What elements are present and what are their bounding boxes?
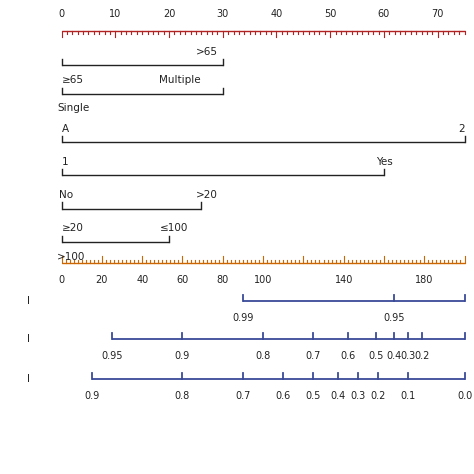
Text: 0.0: 0.0 (457, 391, 472, 401)
Text: 0.9: 0.9 (84, 391, 100, 401)
Text: I: I (27, 374, 30, 384)
Text: 60: 60 (378, 9, 390, 19)
Text: 10: 10 (109, 9, 121, 19)
Text: 0.8: 0.8 (255, 351, 271, 361)
Text: 0.4: 0.4 (386, 351, 401, 361)
Text: 0.2: 0.2 (415, 351, 430, 361)
Text: No: No (59, 190, 73, 200)
Text: 40: 40 (136, 275, 148, 285)
Text: >100: >100 (57, 252, 85, 262)
Text: 0.7: 0.7 (306, 351, 321, 361)
Text: 40: 40 (270, 9, 283, 19)
Text: 80: 80 (217, 275, 229, 285)
Text: 1: 1 (62, 157, 68, 167)
Text: 60: 60 (176, 275, 189, 285)
Text: >65: >65 (196, 47, 218, 57)
Text: 0.2: 0.2 (370, 391, 385, 401)
Text: 0.6: 0.6 (275, 391, 291, 401)
Text: 0.6: 0.6 (340, 351, 356, 361)
Text: 0.95: 0.95 (101, 351, 123, 361)
Text: 100: 100 (254, 275, 272, 285)
Text: 50: 50 (324, 9, 337, 19)
Text: 70: 70 (431, 9, 444, 19)
Text: 0.3: 0.3 (350, 391, 365, 401)
Text: A: A (62, 124, 69, 134)
Text: 0: 0 (59, 275, 64, 285)
Text: 0: 0 (59, 9, 64, 19)
Text: >20: >20 (196, 190, 218, 200)
Text: 30: 30 (217, 9, 229, 19)
Text: 140: 140 (335, 275, 353, 285)
Text: Multiple: Multiple (159, 75, 201, 85)
Text: 180: 180 (415, 275, 433, 285)
Text: 2: 2 (458, 124, 465, 134)
Text: ≥65: ≥65 (62, 75, 83, 85)
Text: ≥20: ≥20 (62, 223, 83, 233)
Text: 0.99: 0.99 (232, 313, 254, 323)
Text: I: I (27, 296, 30, 306)
Text: I: I (27, 334, 30, 344)
Text: 20: 20 (163, 9, 175, 19)
Text: 0.3: 0.3 (401, 351, 416, 361)
Text: 0.8: 0.8 (175, 391, 190, 401)
Text: 0.5: 0.5 (306, 391, 321, 401)
Text: 0.4: 0.4 (330, 391, 345, 401)
Text: Yes: Yes (375, 157, 392, 167)
Text: 0.1: 0.1 (401, 391, 416, 401)
Text: 0.95: 0.95 (383, 313, 405, 323)
Text: Single: Single (57, 103, 89, 113)
Text: 0.7: 0.7 (235, 391, 251, 401)
Text: 0.9: 0.9 (175, 351, 190, 361)
Text: ≤100: ≤100 (160, 223, 189, 233)
Text: 20: 20 (96, 275, 108, 285)
Text: 0.5: 0.5 (368, 351, 383, 361)
